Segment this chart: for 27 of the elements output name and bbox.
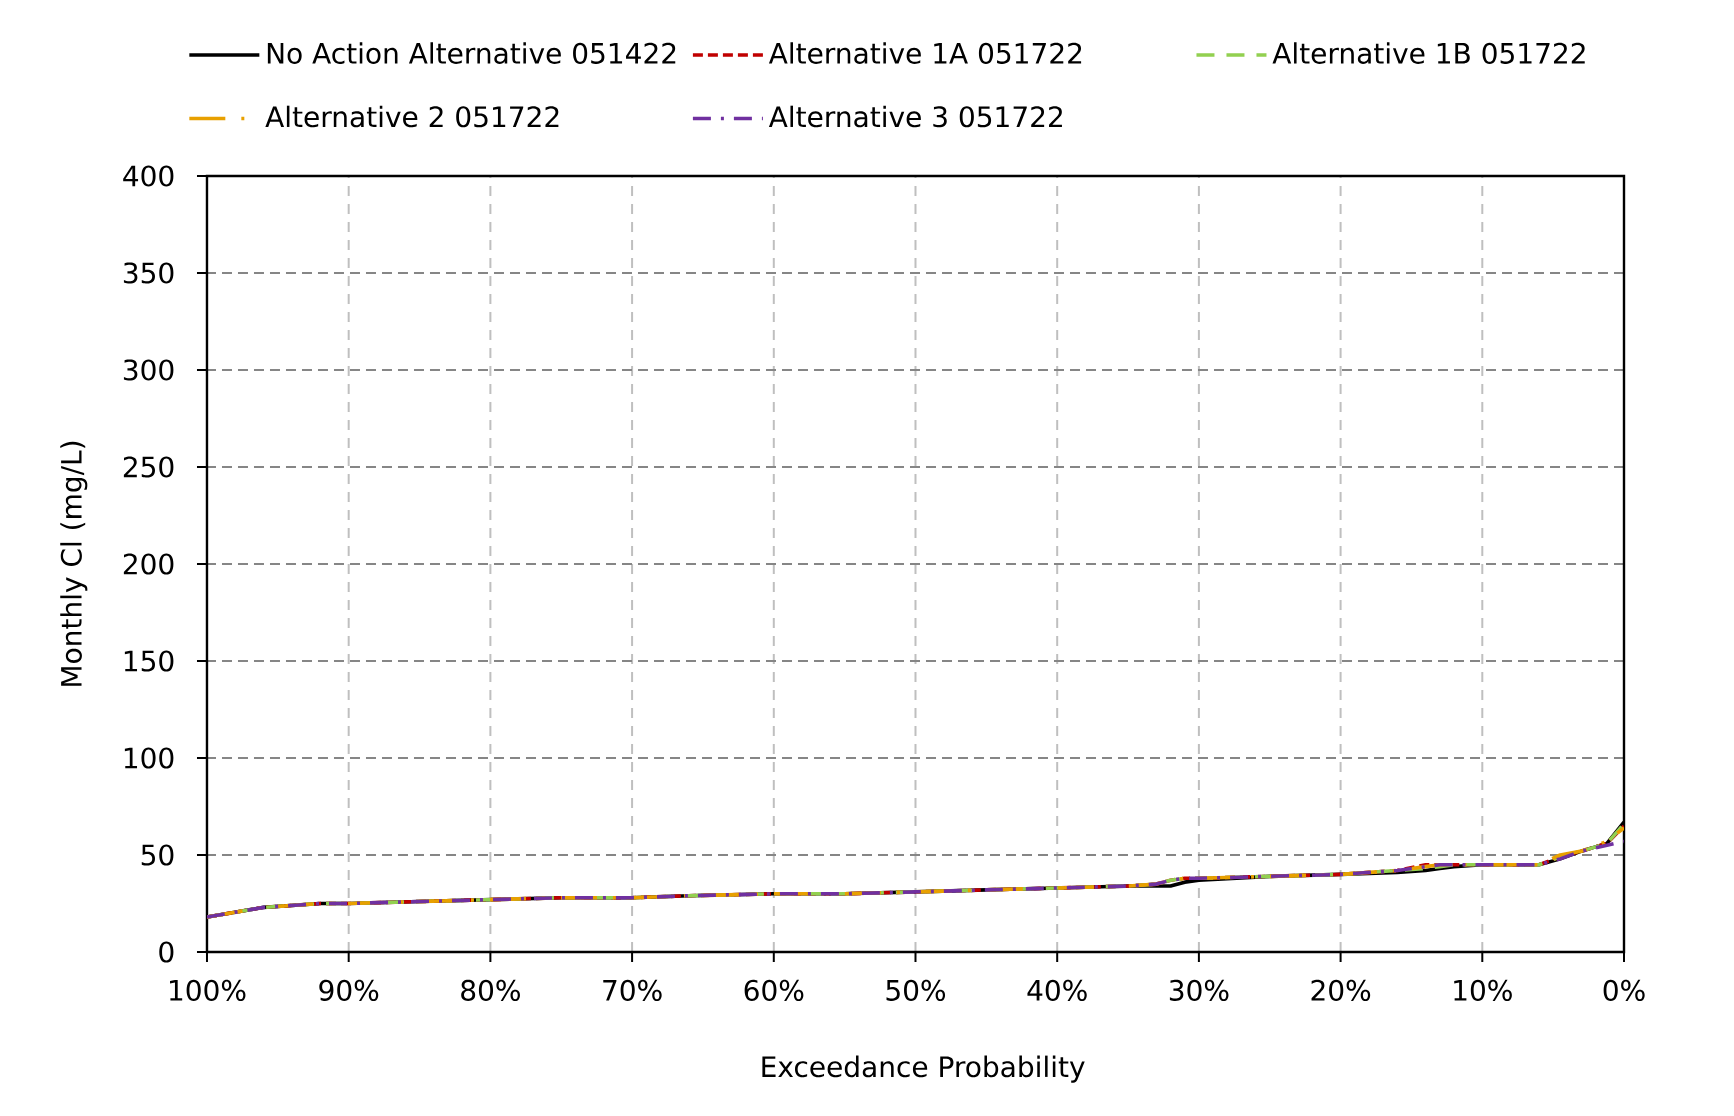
x-tick-label: 100% (170, 979, 246, 1001)
x-tick-label: 0% (1603, 979, 1645, 1001)
x-tick-label: 70% (603, 979, 662, 1001)
y-axis-title: Monthly Cl (mg/L) (60, 441, 88, 686)
y-tick-label: 300 (123, 359, 174, 381)
x-tick-label: 30% (1169, 979, 1229, 1001)
x-tick-label: 20% (1311, 979, 1371, 1001)
y-tick-label: 0 (159, 941, 174, 963)
y-tick-label: 50 (141, 844, 174, 866)
y-tick-label: 350 (123, 262, 174, 284)
y-tick-label: 200 (123, 553, 174, 575)
y-tick-label: 100 (124, 747, 174, 769)
legend-label: Alternative 1B 051722 (1272, 42, 1585, 64)
y-tick-label: 250 (123, 456, 174, 478)
x-tick-label: 60% (744, 979, 804, 1001)
x-tick-label: 40% (1027, 979, 1087, 1001)
legend-label: Alternative 2 051722 (265, 105, 559, 128)
y-tick-label: 400 (123, 165, 174, 187)
x-tick-label: 90% (319, 979, 379, 1001)
legend-label: Alternative 3 051722 (768, 105, 1062, 128)
legend-label: No Action Alternative 051422 (267, 42, 676, 64)
x-axis-title: Exceedance Probability (762, 1055, 1085, 1083)
legend-label: Alternative 1A 051722 (768, 42, 1082, 64)
x-tick-label: 10% (1454, 979, 1512, 1001)
x-tick-label: 50% (886, 979, 946, 1001)
x-tick-label: 80% (461, 979, 520, 1001)
y-tick-label: 150 (124, 650, 174, 672)
